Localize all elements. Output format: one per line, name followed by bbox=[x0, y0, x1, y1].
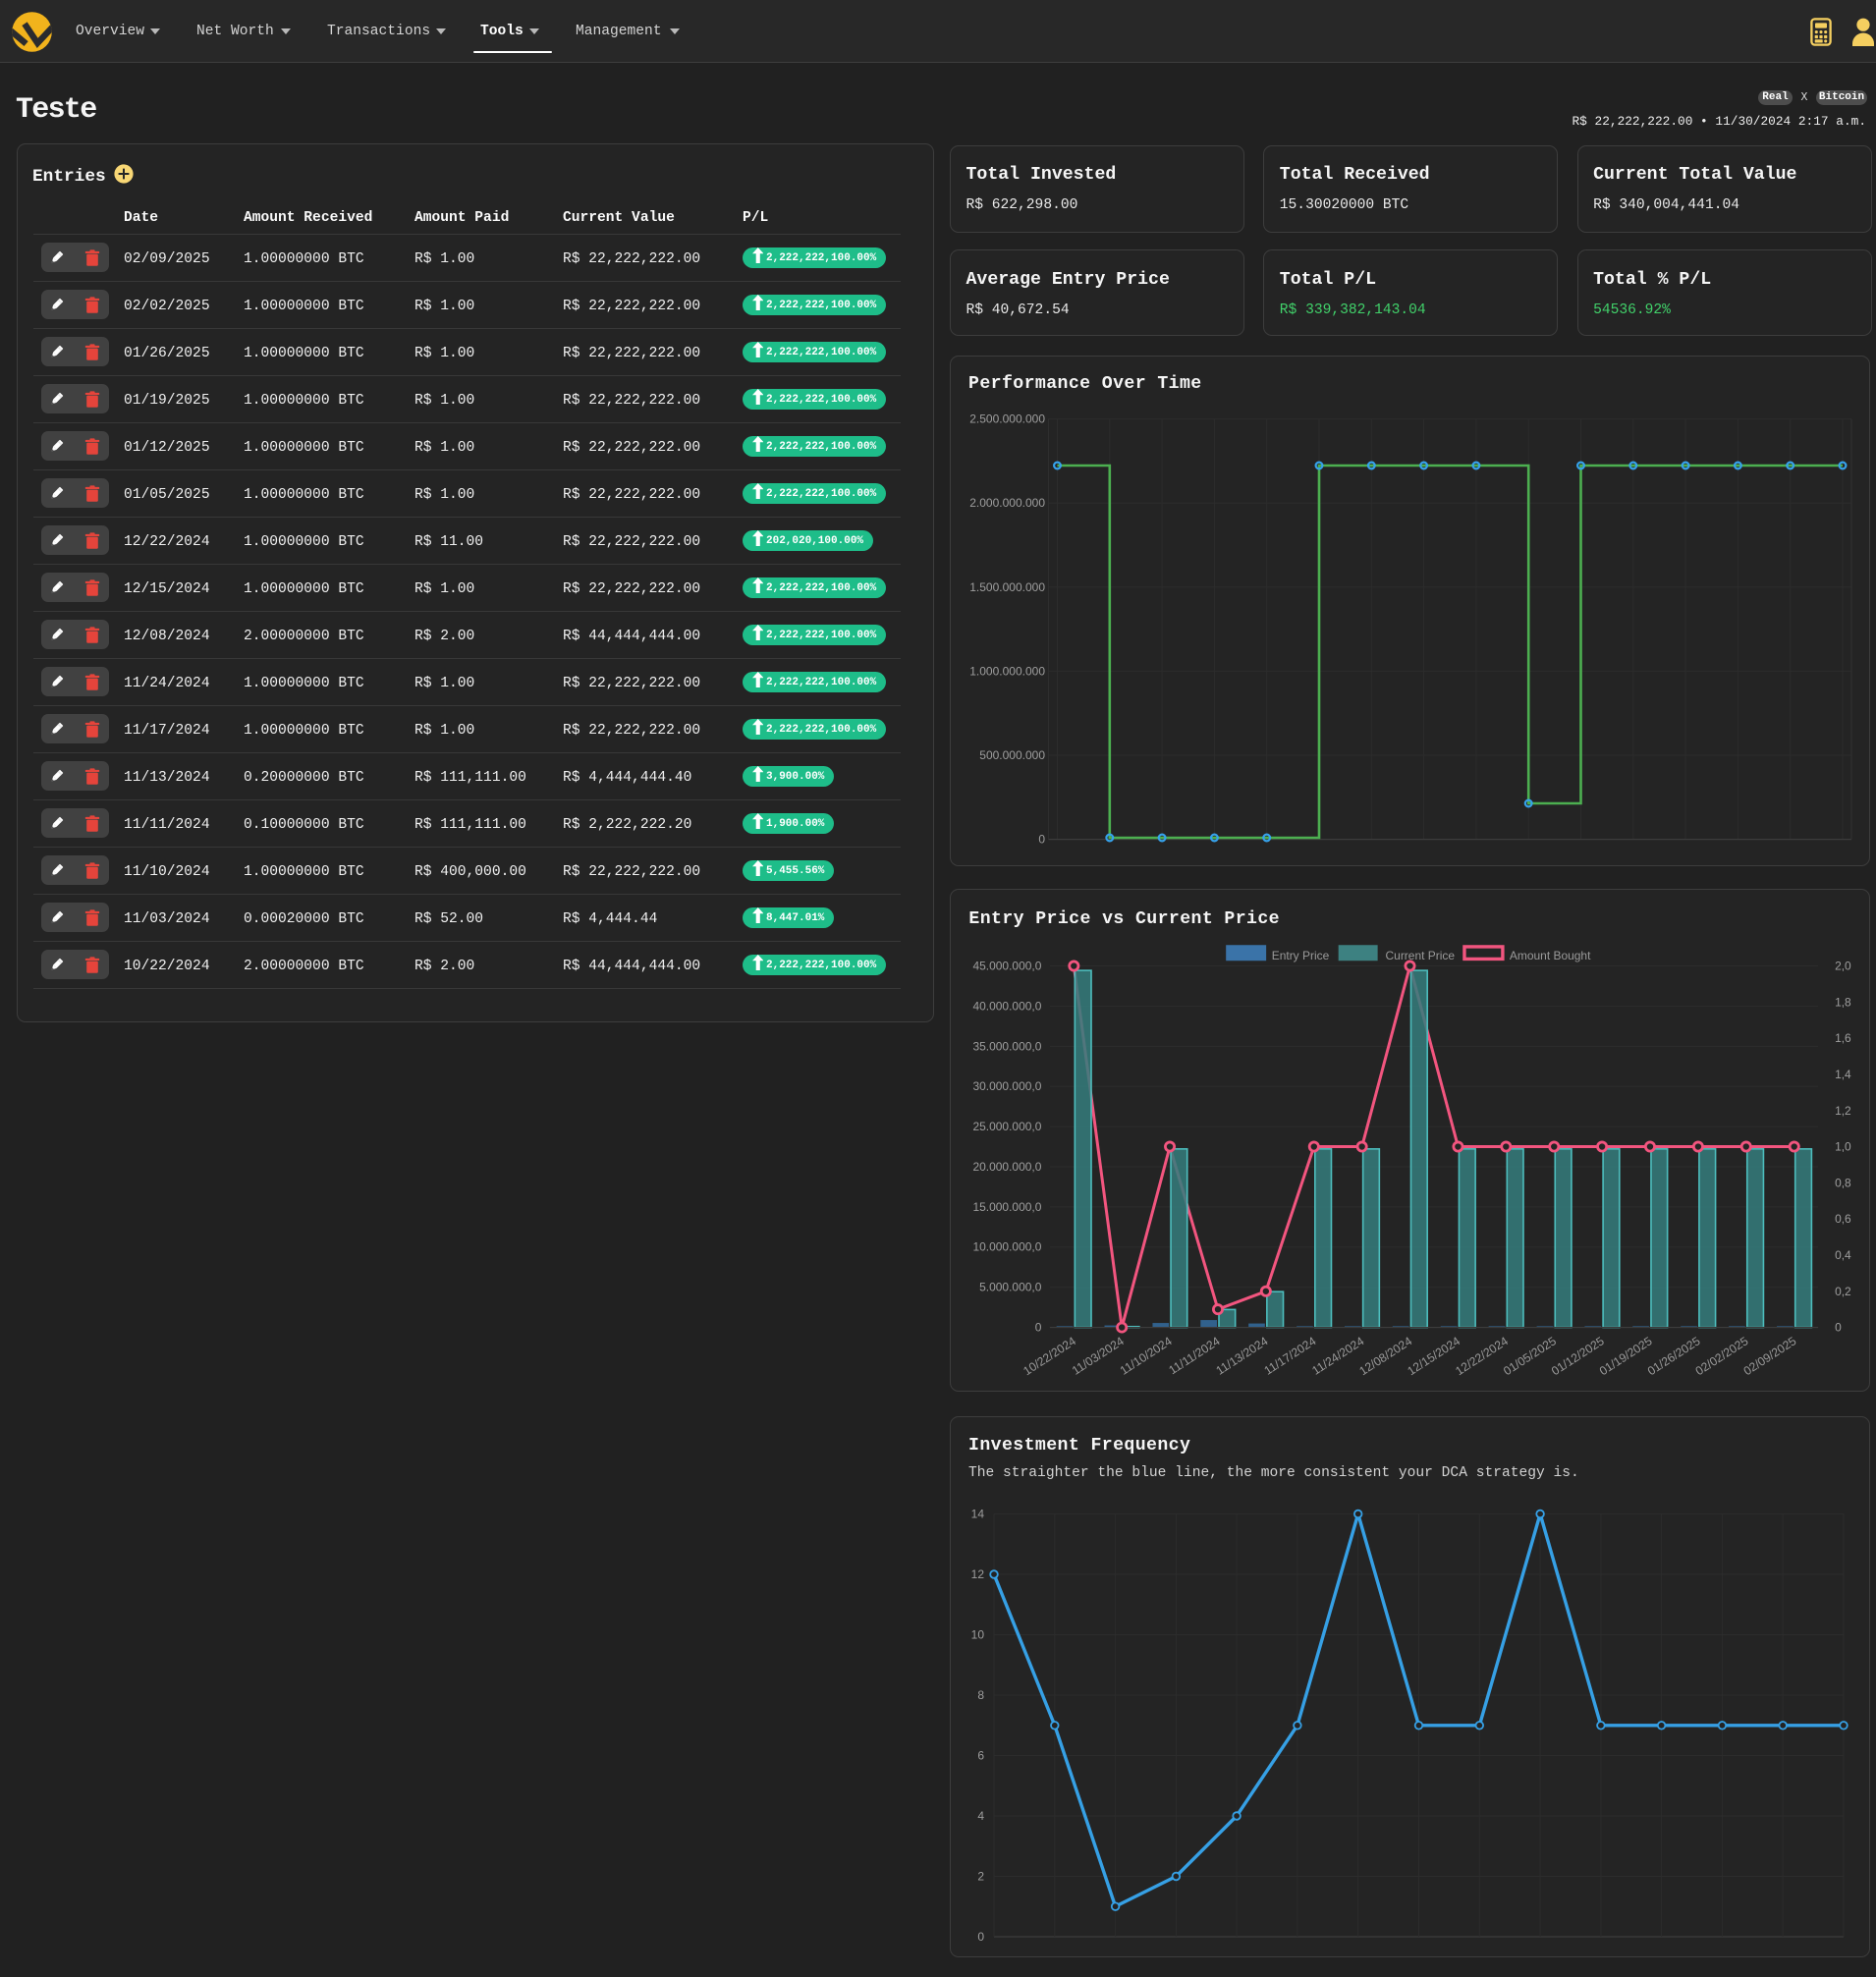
svg-text:01/26/2025: 01/26/2025 bbox=[1645, 1334, 1703, 1378]
svg-text:0: 0 bbox=[1835, 1321, 1842, 1335]
svg-text:Current Price: Current Price bbox=[1386, 949, 1456, 962]
svg-text:10.000.000,0: 10.000.000,0 bbox=[972, 1240, 1041, 1254]
svg-text:6: 6 bbox=[977, 1749, 984, 1763]
svg-text:0: 0 bbox=[977, 1930, 984, 1944]
svg-text:11/10/2024: 11/10/2024 bbox=[1118, 1334, 1175, 1378]
svg-text:01/05/2025: 01/05/2025 bbox=[1501, 1334, 1559, 1378]
svg-text:12/08/2024: 12/08/2024 bbox=[1356, 1334, 1414, 1378]
svg-text:45.000.000,0: 45.000.000,0 bbox=[972, 960, 1041, 973]
svg-text:11/11/2024: 11/11/2024 bbox=[1166, 1334, 1222, 1377]
svg-text:02/09/2025: 02/09/2025 bbox=[1741, 1334, 1799, 1378]
svg-text:12/15/2024: 12/15/2024 bbox=[1405, 1334, 1462, 1378]
svg-text:25.000.000,0: 25.000.000,0 bbox=[972, 1120, 1041, 1133]
svg-text:0,8: 0,8 bbox=[1835, 1176, 1851, 1189]
svg-text:8: 8 bbox=[977, 1688, 984, 1702]
svg-text:Investment Frequency: Investment Frequency bbox=[968, 1436, 1190, 1455]
svg-text:1,6: 1,6 bbox=[1835, 1031, 1851, 1045]
svg-text:40.000.000,0: 40.000.000,0 bbox=[972, 999, 1041, 1013]
svg-text:1,0: 1,0 bbox=[1835, 1140, 1851, 1154]
svg-text:0: 0 bbox=[1038, 833, 1045, 847]
svg-text:1,2: 1,2 bbox=[1835, 1104, 1851, 1118]
svg-text:2.000.000.000: 2.000.000.000 bbox=[969, 496, 1045, 510]
svg-text:14: 14 bbox=[971, 1508, 985, 1521]
svg-text:4: 4 bbox=[977, 1809, 984, 1823]
svg-text:15.000.000,0: 15.000.000,0 bbox=[972, 1200, 1041, 1214]
svg-text:11/03/2024: 11/03/2024 bbox=[1070, 1334, 1127, 1378]
svg-text:35.000.000,0: 35.000.000,0 bbox=[972, 1039, 1041, 1053]
svg-text:01/19/2025: 01/19/2025 bbox=[1597, 1334, 1655, 1378]
svg-text:1,8: 1,8 bbox=[1835, 995, 1851, 1009]
svg-text:0,4: 0,4 bbox=[1835, 1248, 1851, 1262]
svg-text:The straighter the blue line,: The straighter the blue line, the more c… bbox=[968, 1465, 1579, 1481]
svg-text:11/13/2024: 11/13/2024 bbox=[1214, 1334, 1271, 1378]
svg-text:Entry Price vs Current Price: Entry Price vs Current Price bbox=[968, 909, 1280, 929]
svg-text:Performance Over Time: Performance Over Time bbox=[968, 374, 1202, 394]
svg-text:11/17/2024: 11/17/2024 bbox=[1261, 1334, 1318, 1378]
svg-text:10/22/2024: 10/22/2024 bbox=[1021, 1334, 1078, 1378]
svg-text:5.000.000,0: 5.000.000,0 bbox=[979, 1281, 1042, 1294]
svg-text:2,0: 2,0 bbox=[1835, 960, 1851, 973]
svg-text:11/24/2024: 11/24/2024 bbox=[1309, 1334, 1366, 1378]
svg-text:12/22/2024: 12/22/2024 bbox=[1453, 1334, 1511, 1378]
svg-text:Entry Price: Entry Price bbox=[1272, 949, 1330, 962]
svg-text:0,6: 0,6 bbox=[1835, 1212, 1851, 1226]
svg-text:10: 10 bbox=[971, 1628, 985, 1642]
svg-text:1.500.000.000: 1.500.000.000 bbox=[969, 580, 1045, 594]
svg-text:2.500.000.000: 2.500.000.000 bbox=[969, 412, 1045, 426]
svg-text:Amount Bought: Amount Bought bbox=[1510, 949, 1591, 962]
svg-text:12: 12 bbox=[971, 1567, 985, 1581]
svg-text:2: 2 bbox=[977, 1870, 984, 1884]
svg-text:0: 0 bbox=[1035, 1321, 1042, 1335]
svg-text:1.000.000.000: 1.000.000.000 bbox=[969, 664, 1045, 678]
svg-text:500.000.000: 500.000.000 bbox=[979, 748, 1045, 762]
svg-text:01/12/2025: 01/12/2025 bbox=[1549, 1334, 1607, 1378]
svg-text:20.000.000,0: 20.000.000,0 bbox=[972, 1160, 1041, 1174]
svg-text:02/02/2025: 02/02/2025 bbox=[1693, 1334, 1751, 1378]
svg-text:0,2: 0,2 bbox=[1835, 1285, 1851, 1298]
svg-text:30.000.000,0: 30.000.000,0 bbox=[972, 1079, 1041, 1093]
svg-text:1,4: 1,4 bbox=[1835, 1068, 1851, 1081]
